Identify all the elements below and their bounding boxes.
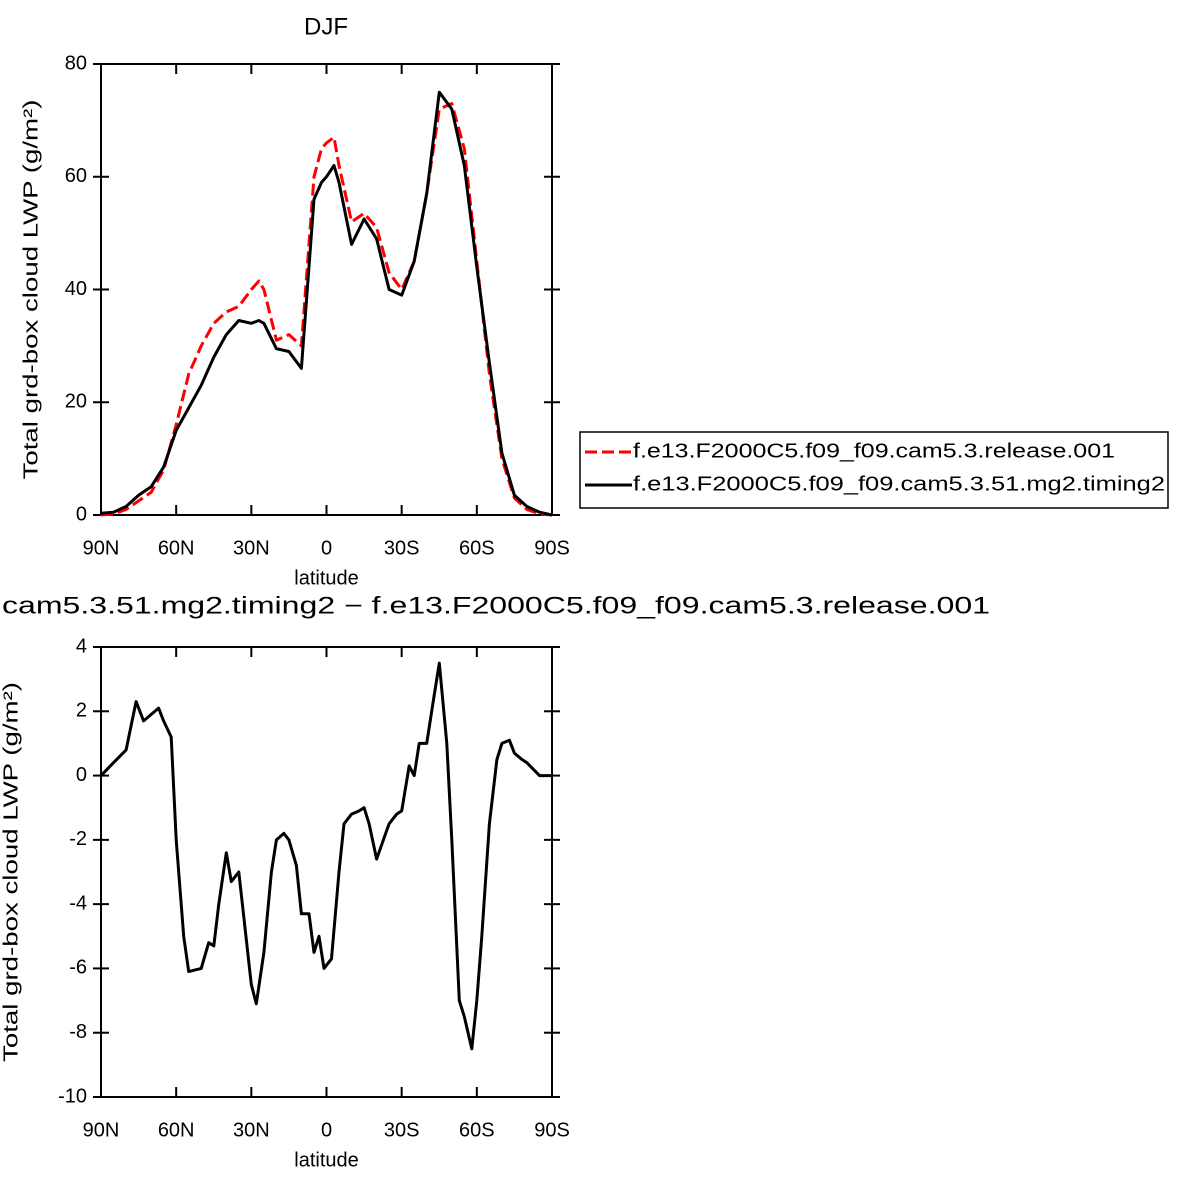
y-tick-label: 0 [76,764,87,786]
y-tick-label: 4 [76,635,87,657]
x-tick-label: 30S [384,1119,420,1141]
y-tick-label: 60 [65,165,87,187]
y-tick-label: 80 [65,52,87,74]
x-tick-label: 30N [233,1119,270,1141]
x-tick-label: 90N [83,537,120,559]
y-tick-label: -4 [69,892,87,914]
x-tick-label: 60S [459,1119,495,1141]
y-tick-label: -8 [69,1021,87,1043]
legend-label: f.e13.F2000C5.f09_f09.cam5.3.51.mg2.timi… [633,473,1165,495]
x-tick-label: 30S [384,537,420,559]
x-tick-label: 90S [534,1119,570,1141]
chart-title: cam5.3.51.mg2.timing2 − f.e13.F2000C5.f0… [2,592,990,619]
x-tick-label: 60N [158,537,195,559]
x-tick-label: 0 [321,537,332,559]
y-axis-label: Total grd-box cloud LWP (g/m²) [0,682,22,1062]
plot-frame [100,646,553,1098]
y-axis-label: Total grd-box cloud LWP (g/m²) [20,100,42,480]
x-tick-label: 60N [158,1119,195,1141]
plot-frame [100,63,553,516]
x-tick-label: 90N [83,1119,120,1141]
y-tick-label: 40 [65,278,87,300]
x-axis-label: latitude [294,567,359,589]
data-line [100,90,553,517]
legend-label: f.e13.F2000C5.f09_f09.cam5.3.release.001 [633,440,1115,462]
data-line [99,661,552,1051]
y-tick-label: -6 [69,957,87,979]
y-tick-label: -2 [69,828,87,850]
x-tick-label: 30N [233,537,270,559]
y-tick-label: 20 [65,391,87,413]
x-tick-label: 0 [321,1119,332,1141]
x-tick-label: 90S [534,537,570,559]
x-tick-label: 60S [459,537,495,559]
y-tick-label: -10 [58,1085,87,1107]
legend-box [579,431,1169,509]
y-tick-label: 0 [76,503,87,525]
y-tick-label: 2 [76,700,87,722]
chart-title: DJF [304,13,348,40]
x-axis-label: latitude [294,1149,359,1171]
